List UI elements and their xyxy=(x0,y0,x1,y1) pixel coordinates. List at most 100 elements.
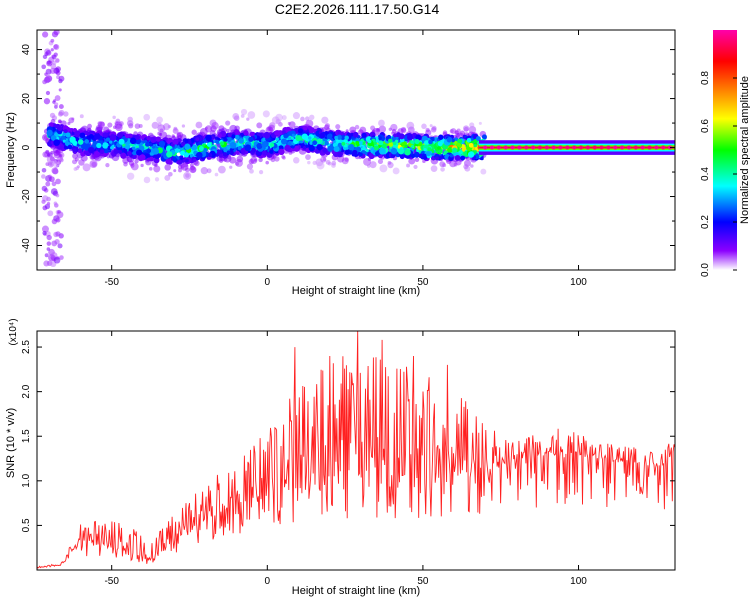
spectrogram-core xyxy=(297,128,304,134)
spectrogram-halo xyxy=(379,164,388,173)
spectrogram-core xyxy=(404,144,408,149)
spectrogram-core xyxy=(203,147,208,153)
spectrogram-core xyxy=(117,132,124,138)
spectrogram-core xyxy=(244,144,252,152)
spectrogram-core xyxy=(152,148,159,155)
spectrogram-core xyxy=(381,143,388,149)
spectrogram-halo xyxy=(256,122,263,129)
spectrogram-halo xyxy=(73,167,78,171)
spectrogram-halo xyxy=(57,155,64,162)
spectrogram-core xyxy=(308,127,315,134)
spectrogram-noise xyxy=(50,188,58,195)
spectrogram-noise xyxy=(41,64,47,70)
spectrogram-core xyxy=(280,138,287,145)
spectrogram-halo xyxy=(320,156,327,163)
spectrogram-core xyxy=(361,132,367,138)
spectrogram-halo xyxy=(309,114,315,121)
spectrogram-core xyxy=(174,148,180,153)
colorbar-tick-label: 0.2 xyxy=(700,215,711,229)
spectrogram-core xyxy=(423,148,427,152)
spectrogram-ticks: -50 0 50 100 -40 -20 0 20 40 xyxy=(21,30,675,288)
spectrogram-core xyxy=(327,145,334,152)
spectrogram-halo xyxy=(265,160,269,165)
spectrogram-halo xyxy=(262,110,270,118)
spectrogram-core xyxy=(216,149,223,156)
spectrogram-halo xyxy=(128,160,135,166)
spectrogram-core xyxy=(124,143,131,150)
spectrogram-halo xyxy=(105,162,110,168)
spectrogram-noise xyxy=(45,149,50,154)
spectrogram-peak-dot xyxy=(524,145,529,150)
spectrogram-peak-dot xyxy=(640,145,645,150)
spectrogram-core xyxy=(302,146,307,150)
spectrogram-core xyxy=(481,134,487,140)
spectrogram-core xyxy=(269,149,274,154)
spectrogram-halo xyxy=(178,168,182,173)
spectrogram-core xyxy=(355,141,360,145)
spectrogram-noise xyxy=(45,181,51,187)
spectrogram-halo xyxy=(87,123,92,129)
spectrogram-halo xyxy=(274,156,280,162)
spectrogram-halo xyxy=(421,123,427,130)
spectrogram-halo xyxy=(240,114,245,118)
spectrogram-core xyxy=(191,144,198,151)
snr-y-tick-label: 1.5 xyxy=(21,429,32,443)
spectrogram-core xyxy=(120,152,127,159)
spectrogram-core xyxy=(182,159,186,163)
spectrogram-core xyxy=(397,148,405,155)
spectrogram-halo xyxy=(89,160,98,169)
snr-x-axis-label: Height of straight line (km) xyxy=(292,585,420,597)
spectrogram-core xyxy=(361,146,366,151)
spectrogram-core xyxy=(205,134,212,142)
snr-frame xyxy=(36,330,676,571)
spectrogram-halo xyxy=(377,158,384,165)
spectrogram-core xyxy=(319,132,326,139)
spectrogram-halo xyxy=(157,131,162,136)
spectrogram-noise xyxy=(50,48,54,52)
spectrogram-noise xyxy=(54,166,58,170)
spectrogram-noise xyxy=(45,90,51,96)
spectrogram-noise xyxy=(46,241,52,246)
spectrogram-noise xyxy=(53,256,61,264)
spectrogram-core xyxy=(165,158,172,165)
spectrogram-y-axis-label: Frequency (Hz) xyxy=(5,112,17,188)
spectrogram-core xyxy=(324,141,329,146)
spectrogram-core xyxy=(146,135,151,141)
spectrogram-core xyxy=(135,138,141,145)
spectrogram-noise xyxy=(45,49,52,56)
spectrogram-core xyxy=(227,132,232,138)
spectrogram-core xyxy=(326,133,333,140)
spectrogram-halo xyxy=(206,168,212,174)
spectrogram-core xyxy=(238,138,244,144)
spectrogram-core xyxy=(256,142,263,150)
spectrogram-core xyxy=(334,135,339,140)
spectrogram-core xyxy=(158,140,166,148)
snr-y-multiplier: (x10⁴) xyxy=(8,318,19,345)
spectrogram-core xyxy=(248,136,254,142)
spectrogram-halo xyxy=(408,157,416,165)
spectrogram-noise xyxy=(44,72,48,76)
spectrogram-core xyxy=(341,141,346,146)
spectrogram-core xyxy=(284,144,291,152)
spectrogram-core xyxy=(451,147,458,153)
spectrogram-core xyxy=(373,145,379,151)
spectrogram-core xyxy=(102,142,109,149)
spectrogram-halo xyxy=(240,108,248,116)
spectrogram-peak-dot xyxy=(626,145,631,150)
spectrogram-peak-dot xyxy=(544,145,549,150)
spectrogram-core xyxy=(388,138,393,143)
spectrogram-noise xyxy=(55,58,60,63)
spectrogram-core xyxy=(176,160,181,165)
spectrogram-core xyxy=(172,138,179,145)
spectrogram-halo xyxy=(375,128,380,133)
spectrogram-halo xyxy=(63,111,69,117)
spectrogram-noise xyxy=(46,60,53,67)
spectrogram-halo xyxy=(168,171,173,177)
spectrogram-halo xyxy=(363,157,371,166)
spectrogram-core xyxy=(94,133,101,140)
spectrogram-core xyxy=(461,144,466,149)
colorbar-tick-label: 0.4 xyxy=(700,167,711,181)
spectrogram-core xyxy=(166,151,173,158)
spectrogram-core xyxy=(154,153,161,160)
spectrogram-core xyxy=(195,137,200,141)
